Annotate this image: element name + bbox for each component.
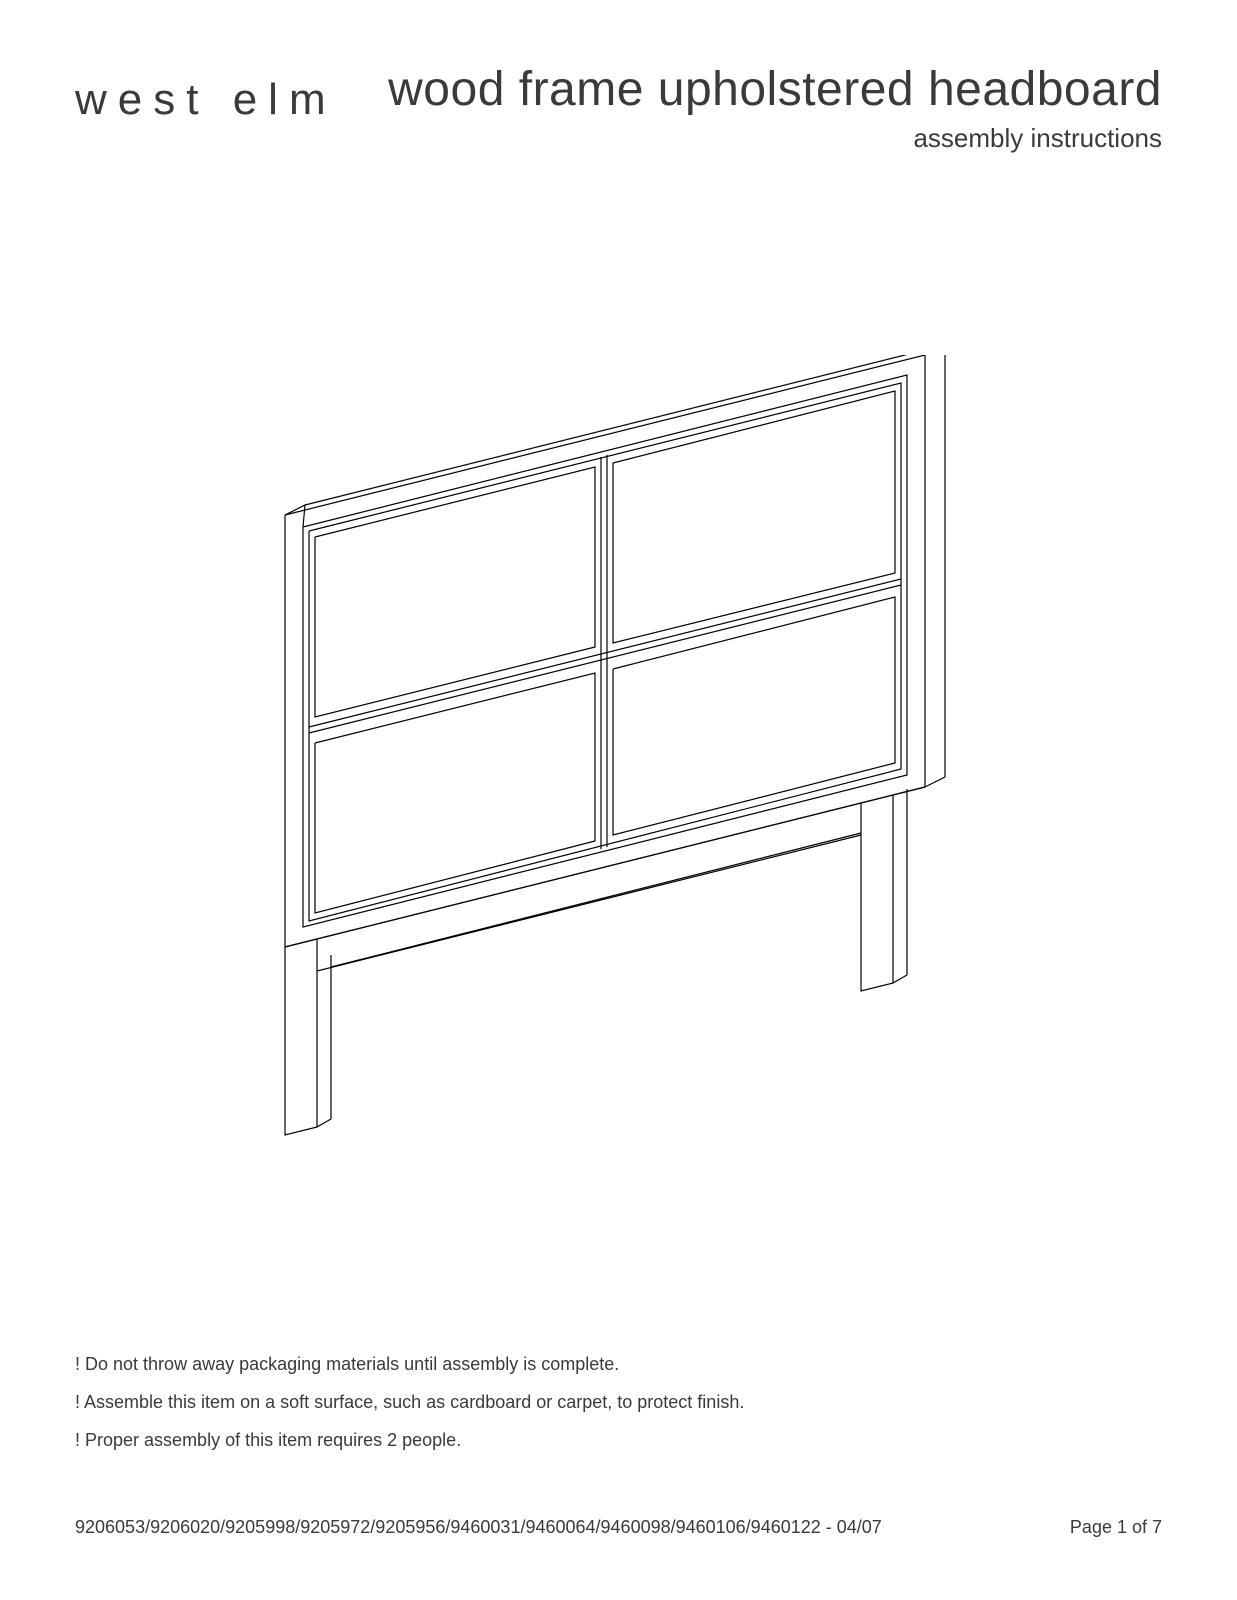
headboard-diagram (245, 355, 965, 1145)
brand-logo: west elm (75, 75, 337, 125)
footer-page-number: Page 1 of 7 (1070, 1517, 1162, 1538)
title-block: wood frame upholstered headboard assembl… (388, 62, 1162, 154)
page-footer: 9206053/9206020/9205998/9205972/9205956/… (75, 1517, 1162, 1538)
footer-codes: 9206053/9206020/9205998/9205972/9205956/… (75, 1517, 882, 1538)
product-title: wood frame upholstered headboard (388, 62, 1162, 117)
assembly-notes: Do not throw away packaging materials un… (75, 1345, 744, 1459)
note-item: Do not throw away packaging materials un… (75, 1345, 744, 1383)
note-item: Proper assembly of this item requires 2 … (75, 1421, 744, 1459)
note-item: Assemble this item on a soft surface, su… (75, 1383, 744, 1421)
subtitle: assembly instructions (388, 123, 1162, 154)
